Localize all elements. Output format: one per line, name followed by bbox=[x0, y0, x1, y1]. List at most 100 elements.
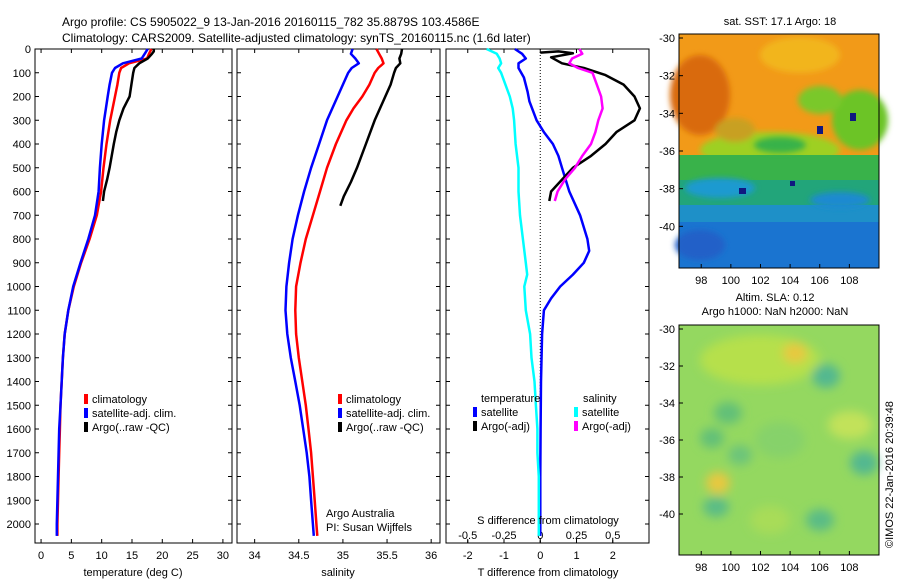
salinity-legend: climatology satellite-adj. clim. Argo(..… bbox=[338, 394, 430, 434]
legend-swatch-argo bbox=[84, 422, 88, 432]
lon-tick-label: 108 bbox=[840, 562, 858, 574]
s-difference-label: S difference from climatology bbox=[477, 515, 619, 527]
y-tick-label: 1200 bbox=[7, 329, 31, 341]
y-tick-label: 0 bbox=[25, 44, 31, 56]
x-tick-label: 10 bbox=[96, 550, 108, 562]
header-title: Argo profile: CS 5905022_9 13-Jan-2016 2… bbox=[62, 15, 479, 29]
legend-swatch-satellite bbox=[84, 408, 88, 418]
difference-profiles bbox=[486, 47, 642, 536]
legend-s-argo: Argo(-adj) bbox=[582, 421, 631, 433]
header-subtitle: Climatology: CARS2009. Satellite-adjuste… bbox=[62, 31, 531, 45]
difference-depth-ticks bbox=[446, 48, 649, 525]
lat-tick-label: -38 bbox=[659, 184, 675, 196]
t-difference-label: T difference from climatology bbox=[478, 567, 619, 579]
x-tick-label: 35 bbox=[337, 550, 349, 562]
y-tick-label: 1300 bbox=[7, 353, 31, 365]
x-tick-label: 30 bbox=[217, 550, 229, 562]
x-tick-label: 1 bbox=[573, 550, 579, 562]
temperature-x-axis: 0 5 10 15 20 25 30 bbox=[38, 49, 229, 562]
legend-s-satellite: satellite bbox=[582, 407, 619, 419]
y-tick-label: 800 bbox=[13, 234, 31, 246]
s-tick-label: 0.25 bbox=[566, 530, 587, 542]
sla-map-panel: Altim. SLA: 0.12 Argo h1000: NaN h2000: … bbox=[659, 292, 880, 574]
lat-tick-label: -30 bbox=[659, 324, 675, 336]
x-tick-label: 0 bbox=[38, 550, 44, 562]
lat-tick-label: -40 bbox=[659, 509, 675, 521]
lat-tick-label: -30 bbox=[659, 33, 675, 45]
lat-tick-label: -36 bbox=[659, 435, 675, 447]
s-tick-label: -0.25 bbox=[491, 530, 516, 542]
sla-map-subtitle: Argo h1000: NaN h2000: NaN bbox=[702, 306, 849, 318]
s-tick-label: 0.5 bbox=[605, 530, 620, 542]
temperature-panel: 0100200300400500600700800900100011001200… bbox=[7, 44, 233, 579]
y-tick-label: 1900 bbox=[7, 495, 31, 507]
s-tick-label: -0.5 bbox=[458, 530, 477, 542]
lon-tick-label: 106 bbox=[811, 562, 829, 574]
y-tick-label: 900 bbox=[13, 258, 31, 270]
legend-swatch-s-satellite bbox=[574, 407, 578, 417]
lon-tick-label: 102 bbox=[751, 562, 769, 574]
temperature-legend: climatology satellite-adj. clim. Argo(..… bbox=[84, 394, 176, 434]
lon-tick-label: 98 bbox=[695, 562, 707, 574]
y-tick-label: 1500 bbox=[7, 400, 31, 412]
legend-argo: Argo(..raw -QC) bbox=[346, 422, 424, 434]
series-line-temperature-satellite bbox=[514, 47, 591, 536]
y-tick-label: 1400 bbox=[7, 377, 31, 389]
footer-credit: ©IMOS 22-Jan-2016 20:39:48 bbox=[884, 401, 896, 548]
sst-map-title: sat. SST: 17.1 Argo: 18 bbox=[724, 16, 837, 28]
legend-climatology: climatology bbox=[346, 394, 402, 406]
series-line-salinity-argo-adj- bbox=[553, 48, 604, 202]
x-tick-label: 0 bbox=[537, 550, 543, 562]
y-tick-label: 500 bbox=[13, 163, 31, 175]
x-tick-label: -2 bbox=[463, 550, 473, 562]
y-tick-label: 300 bbox=[13, 115, 31, 127]
lat-tick-label: -32 bbox=[659, 361, 675, 373]
lon-tick-label: 104 bbox=[781, 562, 799, 574]
series-line-satellite-adj-clim- bbox=[55, 48, 149, 536]
y-tick-label: 200 bbox=[13, 92, 31, 104]
difference-legend: temperature salinity satellite Argo(-adj… bbox=[473, 393, 631, 433]
sst-map-panel: sat. SST: 17.1 Argo: 18 bbox=[659, 16, 888, 287]
legend-swatch-climatology bbox=[84, 394, 88, 404]
salinity-depth-ticks bbox=[237, 48, 440, 525]
x-tick-label: 15 bbox=[126, 550, 138, 562]
s-difference-x-axis: -0.5 -0.25 0 0.25 0.5 bbox=[458, 530, 620, 543]
legend-satellite: satellite-adj. clim. bbox=[346, 408, 430, 420]
y-tick-label: 700 bbox=[13, 210, 31, 222]
series-line-salinity-satellite bbox=[486, 47, 541, 536]
legend-swatch-t-argo bbox=[473, 421, 477, 431]
x-tick-label: 2 bbox=[610, 550, 616, 562]
legend-swatch-argo bbox=[338, 422, 342, 432]
lon-tick-label: 100 bbox=[722, 562, 740, 574]
sla-map-title: Altim. SLA: 0.12 bbox=[736, 292, 815, 304]
salinity-x-axis: 34 34.5 35 35.5 36 bbox=[249, 49, 437, 562]
x-tick-label: 20 bbox=[156, 550, 168, 562]
series-line-temperature-argo-adj- bbox=[540, 50, 642, 202]
x-tick-label: 25 bbox=[186, 550, 198, 562]
temperature-axes-frame bbox=[34, 48, 233, 544]
lat-tick-label: -38 bbox=[659, 472, 675, 484]
x-tick-label: -1 bbox=[499, 550, 509, 562]
legend-satellite: satellite-adj. clim. bbox=[92, 408, 176, 420]
legend-swatch-climatology bbox=[338, 394, 342, 404]
s-tick-label: 0 bbox=[537, 530, 543, 542]
annotation-argo-australia: Argo Australia bbox=[326, 508, 395, 520]
difference-axes-frame bbox=[445, 48, 650, 544]
x-tick-label: 34.5 bbox=[288, 550, 309, 562]
legend-t-satellite: satellite bbox=[481, 407, 518, 419]
salinity-profiles bbox=[284, 48, 404, 536]
sst-map-image bbox=[670, 33, 888, 269]
series-line-satellite-adj-clim- bbox=[284, 48, 361, 536]
y-tick-label: 100 bbox=[13, 68, 31, 80]
lat-tick-label: -32 bbox=[659, 71, 675, 83]
legend-swatch-s-argo bbox=[574, 421, 578, 431]
series-line-argo-raw-qc- bbox=[339, 48, 404, 207]
legend-swatch-t-satellite bbox=[473, 407, 477, 417]
lon-tick-label: 108 bbox=[840, 275, 858, 287]
series-line-climatology bbox=[294, 48, 385, 536]
legend-t-argo: Argo(-adj) bbox=[481, 421, 530, 433]
x-tick-label: 35.5 bbox=[376, 550, 397, 562]
lon-tick-label: 98 bbox=[695, 275, 707, 287]
y-tick-label: 1800 bbox=[7, 472, 31, 484]
y-tick-label: 400 bbox=[13, 139, 31, 151]
